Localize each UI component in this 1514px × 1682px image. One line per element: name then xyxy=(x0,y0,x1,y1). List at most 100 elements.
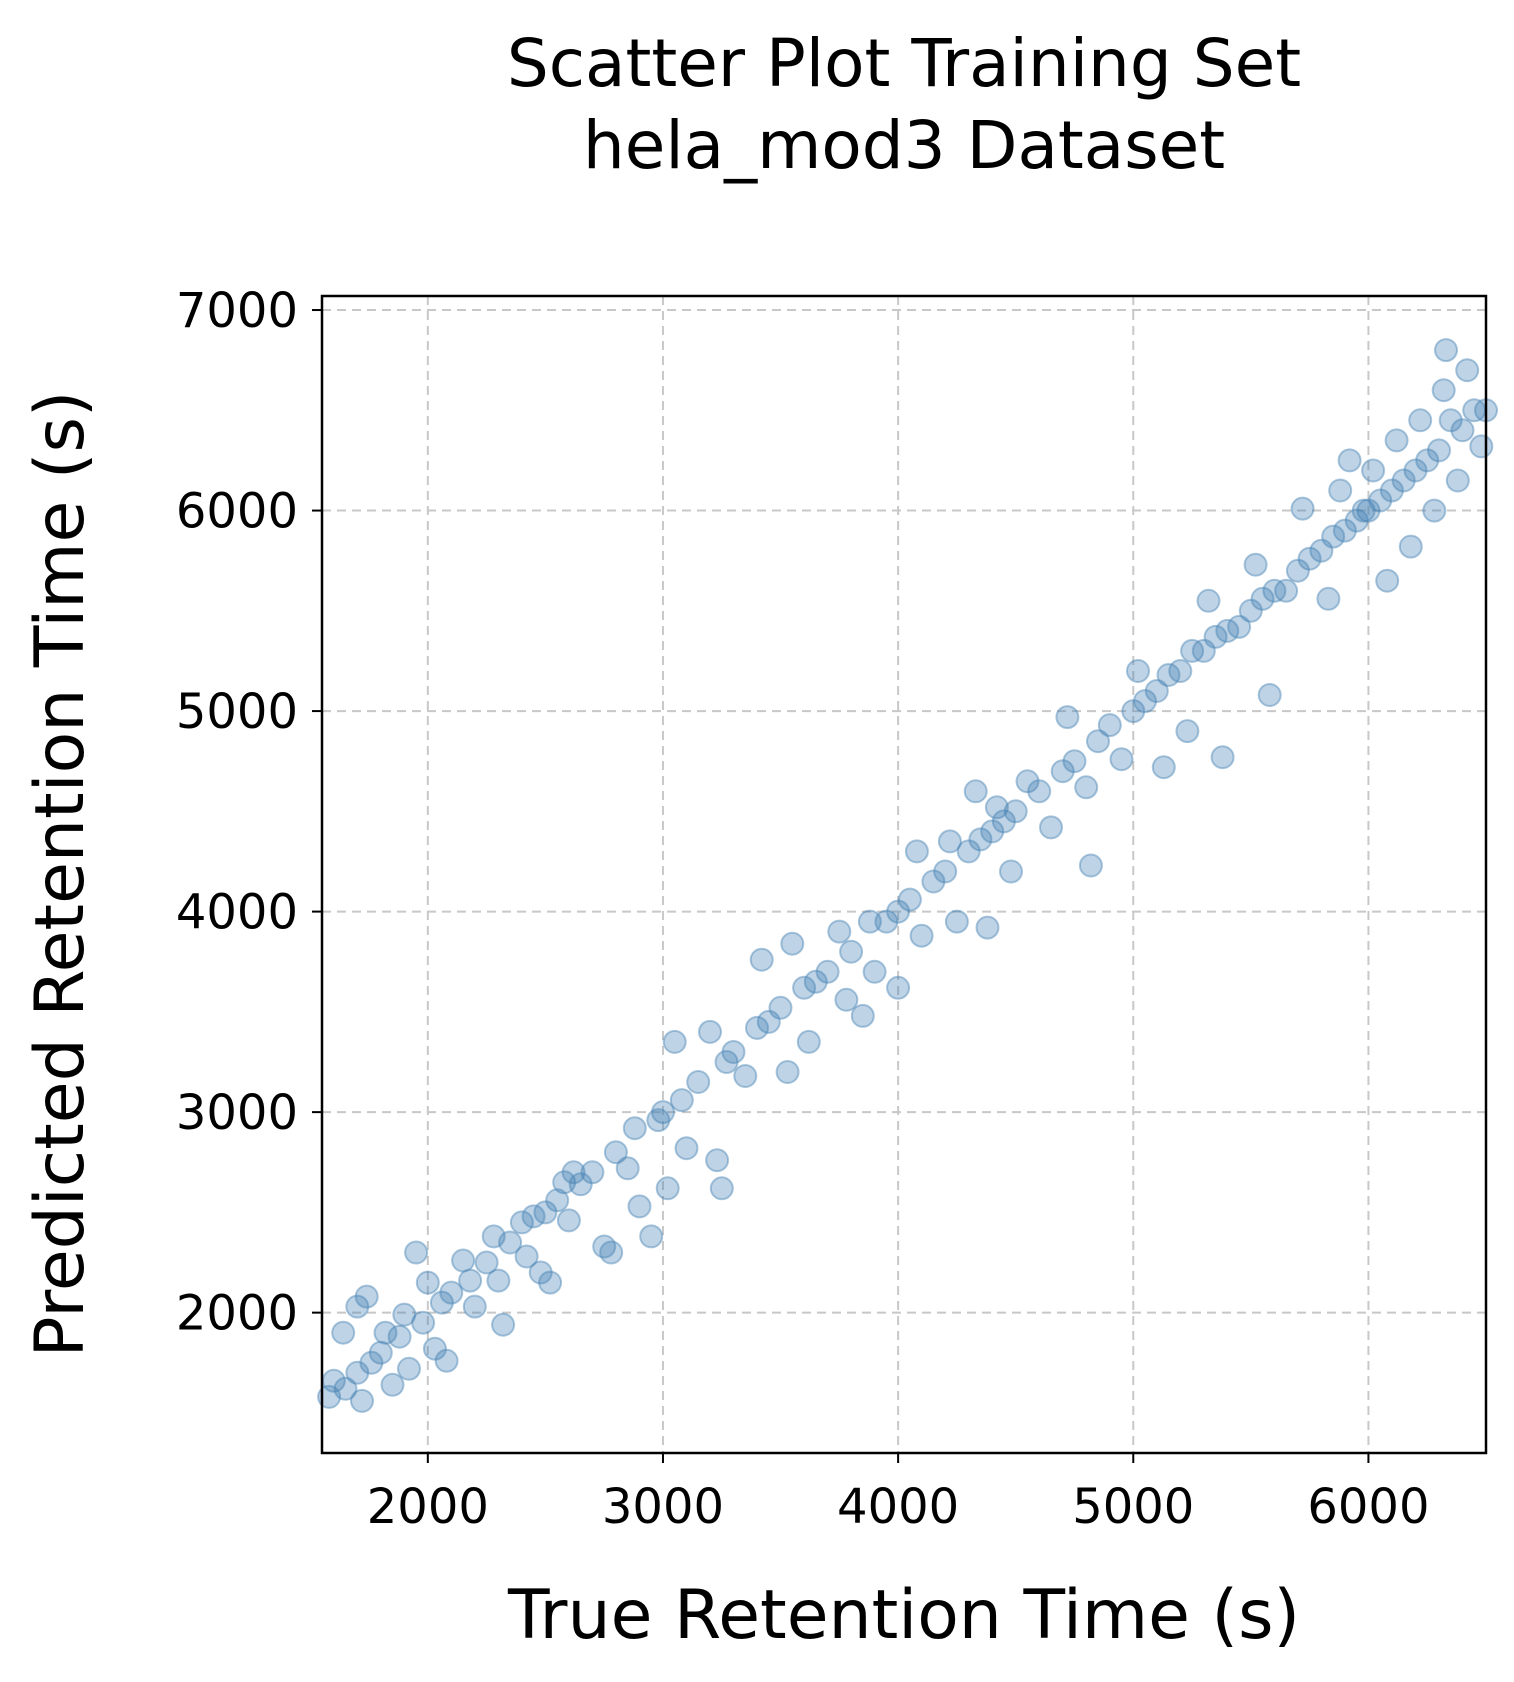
scatter-point xyxy=(373,1320,398,1345)
scatter-point xyxy=(1203,624,1228,649)
scatter-point xyxy=(422,1336,447,1361)
scatter-point xyxy=(1175,719,1200,744)
scatter-point xyxy=(1133,689,1157,714)
scatter-point xyxy=(1351,498,1376,523)
scatter-point xyxy=(528,1260,553,1285)
y-tick-label: 4000 xyxy=(176,885,298,941)
scatter-point xyxy=(803,969,828,994)
scatter-point xyxy=(662,1029,687,1054)
scatter-point xyxy=(1196,588,1221,613)
x-tick-label: 6000 xyxy=(1307,1479,1429,1535)
scatter-point xyxy=(568,1172,593,1197)
scatter-point xyxy=(592,1234,617,1259)
scatter-point xyxy=(345,1294,370,1319)
scatter-point xyxy=(1250,586,1275,611)
scatter-point xyxy=(1427,438,1451,463)
scatter-point xyxy=(486,1268,511,1293)
scatter-point xyxy=(1469,434,1494,459)
scatter-point xyxy=(552,1170,577,1195)
scatter-point xyxy=(1415,448,1440,473)
scatter-point xyxy=(834,987,859,1012)
chart-title: Scatter Plot Training Set xyxy=(507,25,1301,102)
scatter-point xyxy=(815,959,840,984)
scatter-point xyxy=(1316,586,1341,611)
scatter-point xyxy=(857,909,882,934)
scatter-point xyxy=(780,931,805,956)
scatter-point xyxy=(622,1116,647,1141)
scatter-point xyxy=(556,1208,581,1233)
scatter-point xyxy=(411,1310,436,1335)
scatter-point xyxy=(603,1140,628,1165)
scatter-point xyxy=(1422,498,1447,523)
scatter-point xyxy=(392,1302,417,1327)
scatter-point xyxy=(1055,705,1080,730)
scatter-point xyxy=(768,995,793,1020)
scatter-point xyxy=(686,1070,711,1094)
y-tick-label: 2000 xyxy=(176,1286,298,1342)
scatter-point xyxy=(975,915,1000,940)
scatter-point xyxy=(1050,759,1075,784)
scatter-point xyxy=(545,1188,570,1213)
scatter-point xyxy=(1431,378,1456,403)
scatter-point xyxy=(669,1088,694,1113)
y-tick-label: 3000 xyxy=(176,1085,298,1141)
scatter-point xyxy=(333,1376,358,1401)
scatter-point xyxy=(1210,745,1235,770)
scatter-point xyxy=(1368,488,1393,513)
scatter-point xyxy=(963,779,988,804)
scatter-point xyxy=(1356,498,1381,523)
scatter-point xyxy=(387,1324,412,1349)
scatter-point xyxy=(1168,659,1193,683)
scatter-point xyxy=(980,819,1005,844)
scatter-point xyxy=(796,1029,821,1054)
scatter-point xyxy=(514,1244,539,1269)
y-tick-label: 6000 xyxy=(176,484,298,540)
scatter-point xyxy=(1215,618,1240,643)
scatter-point xyxy=(1078,853,1103,878)
x-tick-label: 2000 xyxy=(367,1479,489,1535)
scatter-point xyxy=(639,1224,664,1249)
scatter-point xyxy=(331,1320,356,1345)
scatter-point xyxy=(874,909,899,934)
scatter-point xyxy=(792,975,817,1000)
scatter-point xyxy=(1156,663,1181,687)
y-tick-label: 7000 xyxy=(176,283,298,339)
scatter-point xyxy=(944,909,969,934)
scatter-point xyxy=(1262,578,1287,603)
scatter-point xyxy=(1126,659,1150,683)
scatter-point xyxy=(1144,679,1169,703)
plot-area-frame xyxy=(320,294,1488,1455)
scatter-point xyxy=(1243,552,1268,577)
scatter-point xyxy=(921,869,946,894)
scatter-point xyxy=(733,1064,758,1088)
scatter-point xyxy=(1361,458,1386,483)
grid-lines xyxy=(322,296,1486,1453)
scatter-point xyxy=(359,1350,384,1375)
scatter-point xyxy=(1151,755,1176,780)
scatter-point xyxy=(1297,546,1322,571)
scatter-point xyxy=(1027,779,1052,804)
scatter-point xyxy=(1408,408,1433,433)
axis-tick-labels: 2000 3000 4000 5000 6000 2000 3000 4000 5000 6000… xyxy=(176,283,1430,1535)
scatter-point xyxy=(1398,534,1423,559)
scatter-point xyxy=(1445,468,1470,493)
scatter-point xyxy=(1003,799,1028,824)
scatter-point xyxy=(1309,538,1334,563)
scatter-point xyxy=(745,1015,769,1040)
scatter-point xyxy=(1375,568,1400,593)
scatter-point xyxy=(839,939,864,964)
scatter-point xyxy=(458,1268,483,1293)
scatter-point xyxy=(415,1270,440,1295)
axis-ticks xyxy=(312,309,1370,1463)
scatter-point xyxy=(317,1384,342,1409)
scatter-point xyxy=(368,1340,393,1365)
scatter-point xyxy=(538,1270,563,1295)
scatter-point xyxy=(991,809,1016,834)
scatter-point xyxy=(933,859,958,884)
scatter-point xyxy=(886,975,911,1000)
scatter-point xyxy=(721,1040,746,1064)
scatter-point xyxy=(1321,524,1346,549)
scatter-point xyxy=(491,1312,516,1337)
